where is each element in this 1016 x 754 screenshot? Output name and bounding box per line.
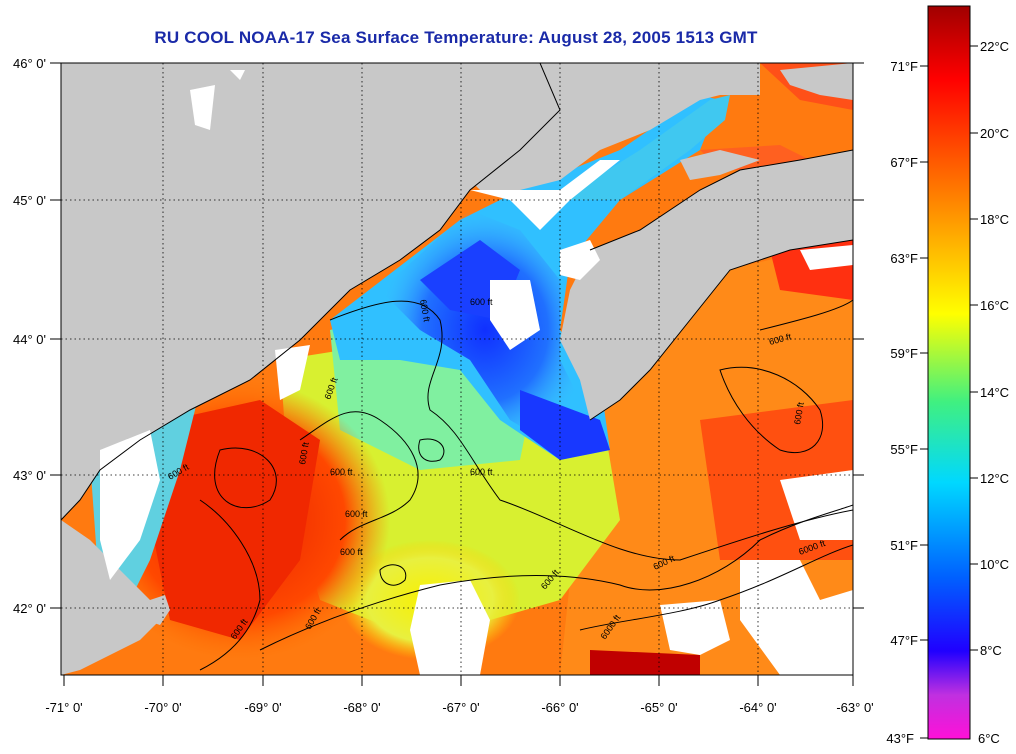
contour-label: 600 ft [470, 297, 493, 307]
colorbar-gradient [927, 5, 971, 740]
colorbar: 71°F 67°F 63°F 59°F 55°F 51°F 47°F 43°F … [886, 5, 1009, 746]
cloud-inland-2 [230, 70, 245, 80]
contour-label: 600 ft [345, 509, 368, 519]
map-plot-area: 600 ft 600 ft 600 ft 600 ft 600 ft 600 f… [61, 63, 853, 675]
lon-label: -67° 0' [442, 700, 479, 715]
lon-label: -65° 0' [640, 700, 677, 715]
lon-label: -70° 0' [144, 700, 181, 715]
colorbar-c-label: 10°C [980, 557, 1009, 572]
cloud-coast-1 [275, 345, 310, 400]
land-pei [780, 63, 853, 100]
contour-label: 600 ft [330, 467, 353, 477]
cloud-georges [410, 580, 490, 675]
lat-label: 45° 0' [13, 193, 46, 208]
ocean-cold-core [380, 210, 590, 450]
contour-label: 600 ft [297, 441, 311, 465]
cloud-inland-1 [190, 85, 215, 130]
cloud-ne [800, 245, 853, 270]
cloud-fundy [470, 160, 620, 230]
colorbar-f-label: 63°F [890, 251, 918, 266]
land-nova-scotia [560, 150, 853, 420]
lon-label: -64° 0' [739, 700, 776, 715]
map-title: RU COOL NOAA-17 Sea Surface Temperature:… [154, 28, 758, 47]
colorbar-f-label: 55°F [890, 442, 918, 457]
contour-label: 600 ft [792, 401, 806, 425]
lat-label: 44° 0' [13, 332, 46, 347]
graticule [61, 63, 853, 675]
ocean-west-red [150, 400, 320, 640]
lon-label: -71° 0' [45, 700, 82, 715]
cloud-se-1 [660, 600, 730, 655]
colorbar-f-label: 51°F [890, 538, 918, 553]
colorbar-f-label: 43°F [886, 731, 914, 746]
map-frame [60, 62, 854, 676]
land-fundy-shore [680, 150, 760, 180]
colorbar-f-label: 67°F [890, 155, 918, 170]
colorbar-c-label: 14°C [980, 385, 1009, 400]
cloud-se-2 [740, 560, 853, 675]
colorbar-f-label: 71°F [890, 59, 918, 74]
land-maine [61, 63, 560, 520]
longitude-labels: -71° 0' -70° 0' -69° 0' -68° 0' -67° 0' … [45, 700, 873, 715]
colorbar-c-label: 8°C [980, 643, 1002, 658]
lat-label: 46° 0' [13, 56, 46, 71]
colorbar-f-label: 47°F [890, 633, 918, 648]
lon-label: -68° 0' [343, 700, 380, 715]
contour-label: 600 ft [470, 467, 493, 477]
lat-label: 42° 0' [13, 601, 46, 616]
bathymetry-contours [199, 299, 853, 671]
colorbar-f-label: 59°F [890, 346, 918, 361]
colorbar-c-label: 16°C [980, 298, 1009, 313]
land-cape-cod [145, 595, 170, 625]
ocean-dark-red [590, 650, 700, 675]
land-new-brunswick [470, 63, 760, 190]
cloud-grand-manan [490, 280, 540, 350]
coastline-maine [61, 63, 561, 521]
lat-label: 43° 0' [13, 468, 46, 483]
contour-label: 600 ft [340, 547, 363, 557]
colorbar-c-label: 12°C [980, 471, 1009, 486]
axis-ticks [50, 62, 864, 686]
lon-label: -63° 0' [836, 700, 873, 715]
coastline-nova-scotia [589, 239, 853, 421]
colorbar-c-label: 22°C [980, 39, 1009, 54]
lon-label: -69° 0' [244, 700, 281, 715]
colorbar-c-label: 18°C [980, 212, 1009, 227]
latitude-labels: 46° 0' 45° 0' 44° 0' 43° 0' 42° 0' [13, 56, 46, 616]
colorbar-c-label: 20°C [980, 126, 1009, 141]
colorbar-c-label: 6°C [978, 731, 1000, 746]
cloud-west [100, 430, 160, 580]
coastline-fundy-ns [589, 149, 853, 251]
contour-label: 600 ft [418, 299, 432, 323]
land-massachusetts [61, 520, 160, 675]
ocean-blue-patch-2 [520, 390, 610, 460]
lon-label: -66° 0' [541, 700, 578, 715]
